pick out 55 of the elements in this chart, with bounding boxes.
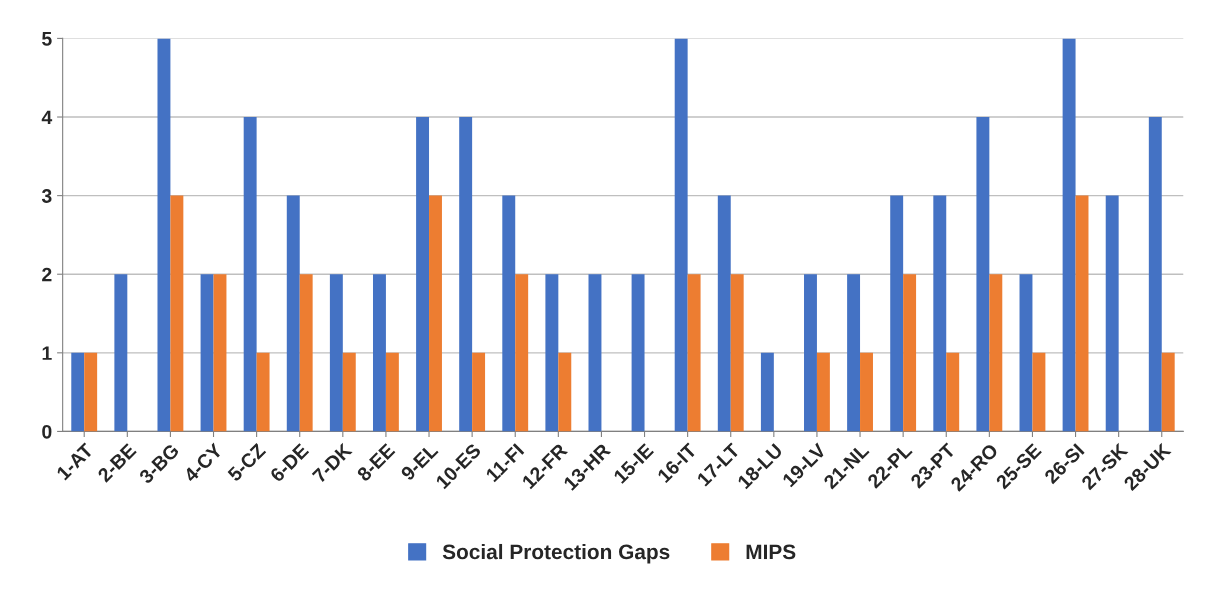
bar xyxy=(416,117,430,432)
bar xyxy=(170,195,184,432)
y-tick-label: 4 xyxy=(41,110,53,125)
bar xyxy=(515,274,529,432)
bar xyxy=(989,274,1003,432)
legend-label: MIPS xyxy=(746,544,796,560)
bar xyxy=(1032,352,1046,432)
bar xyxy=(329,274,343,432)
y-tick-label: 5 xyxy=(42,32,52,46)
y-tick-label: 3 xyxy=(41,189,52,203)
bar xyxy=(114,274,128,432)
bar xyxy=(890,195,904,432)
bar xyxy=(946,352,960,432)
bar xyxy=(545,274,559,432)
bar xyxy=(71,352,85,432)
bar xyxy=(286,195,300,432)
bar xyxy=(717,195,731,432)
bar xyxy=(472,352,486,432)
bar xyxy=(157,38,171,432)
bar xyxy=(674,38,688,432)
bar xyxy=(342,352,356,432)
bar xyxy=(1075,195,1089,432)
bar xyxy=(588,274,602,432)
bar xyxy=(213,274,227,432)
y-tick-label: 2 xyxy=(42,267,52,282)
legend-label: Social Protection Gaps xyxy=(442,543,670,564)
bar xyxy=(760,352,774,432)
bar xyxy=(1062,38,1076,432)
bar xyxy=(816,352,830,432)
bar xyxy=(1161,352,1175,432)
y-tick-label: 0 xyxy=(42,424,52,439)
bar xyxy=(459,117,473,432)
bar xyxy=(558,352,572,432)
bar xyxy=(1148,117,1162,432)
bar xyxy=(385,352,399,432)
bar xyxy=(200,274,214,432)
bar xyxy=(84,352,98,432)
bar xyxy=(730,274,744,432)
bar xyxy=(903,274,917,432)
bar xyxy=(243,117,257,432)
bar xyxy=(687,274,701,432)
bar xyxy=(804,274,817,432)
bar xyxy=(847,274,861,432)
bar xyxy=(256,352,270,432)
bar xyxy=(299,274,313,432)
bar xyxy=(976,117,990,432)
bar xyxy=(933,195,947,432)
bar xyxy=(502,195,516,432)
bar xyxy=(1019,274,1033,432)
bar xyxy=(372,274,386,432)
bar xyxy=(860,352,873,432)
bar xyxy=(429,195,442,432)
bar xyxy=(631,274,645,432)
y-tick-label: 1 xyxy=(42,346,52,360)
bar xyxy=(1105,195,1119,432)
